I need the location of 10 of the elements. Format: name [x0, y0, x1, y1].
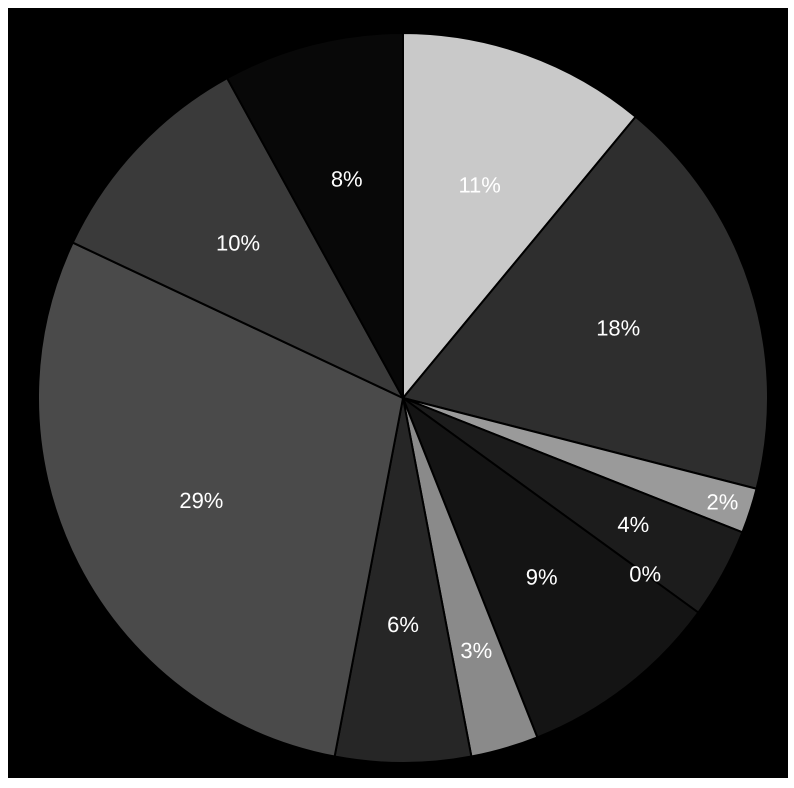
- data-label: 2%: [706, 489, 738, 514]
- data-label: 4%: [617, 512, 650, 538]
- data-label: 3%: [460, 638, 492, 663]
- data-label: 6%: [387, 612, 419, 637]
- data-label: 18%: [596, 316, 640, 341]
- data-label: 29%: [179, 488, 224, 514]
- text: 0%: [629, 561, 662, 586]
- data-label: 9%: [526, 564, 558, 590]
- data-label: 8%: [330, 166, 363, 192]
- data-label: 10%: [216, 230, 260, 256]
